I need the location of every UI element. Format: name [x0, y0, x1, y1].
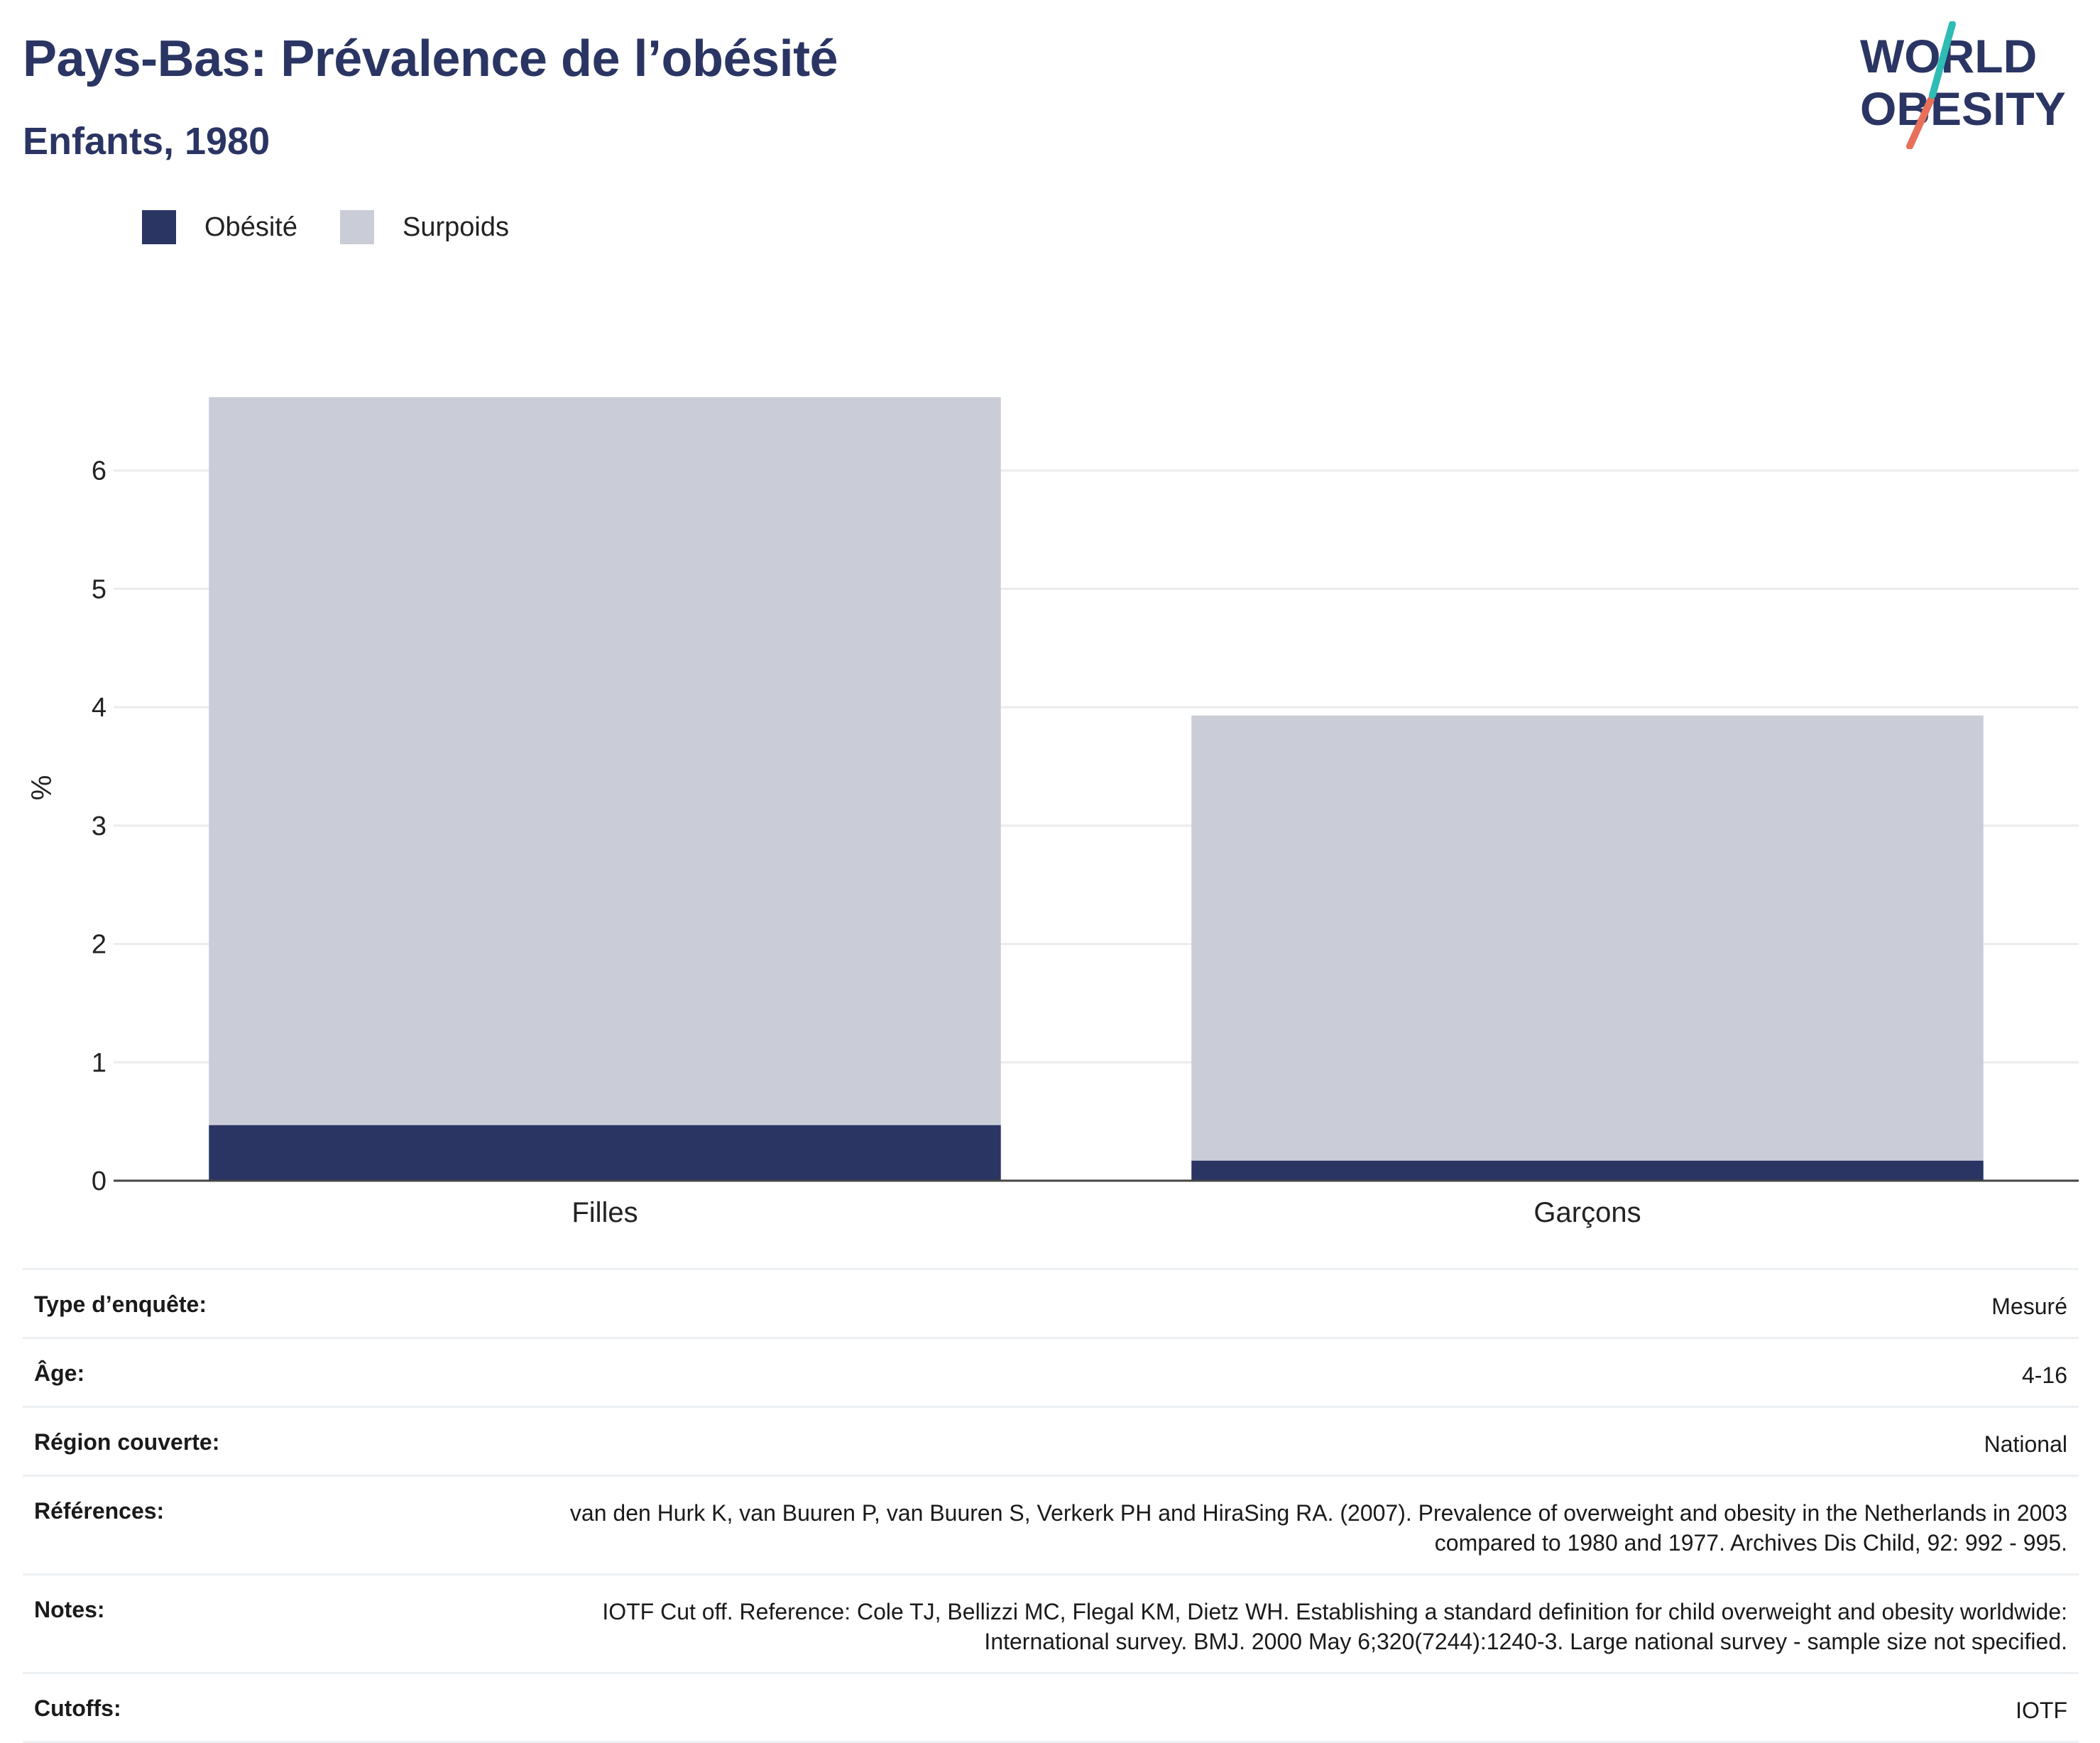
world-obesity-logo: WORLD OBESITY: [1860, 21, 2066, 149]
metadata-label: Région couverte:: [34, 1429, 220, 1455]
y-axis-label: %: [26, 775, 58, 801]
y-tick-label: 1: [92, 1048, 106, 1078]
legend-item-obesity[interactable]: Obésité: [142, 210, 297, 244]
metadata-label: Notes:: [34, 1597, 105, 1622]
bar-obesity: [209, 1125, 1001, 1181]
y-tick-label: 4: [92, 693, 106, 723]
metadata-value: IOTF: [2016, 1698, 2067, 1723]
legend-label-overweight: Surpoids: [402, 212, 509, 242]
x-tick-label: Garçons: [1533, 1197, 1641, 1228]
metadata-row-age: Âge: 4-16: [23, 1337, 2079, 1406]
metadata-row-cutoffs: Cutoffs: IOTF: [23, 1672, 2079, 1743]
metadata-value: van den Hurk K, van Buuren P, van Buuren…: [569, 1500, 2067, 1556]
bar-chart: 0 1 2 3 4 5 6% Filles Garçons: [26, 397, 2079, 1228]
metadata-value: IOTF Cut off. Reference: Cole TJ, Belliz…: [602, 1599, 2067, 1654]
svg-text:OBESITY: OBESITY: [1860, 82, 2066, 135]
metadata-row-survey-type: Type d’enquête: Mesuré: [23, 1268, 2079, 1337]
bar-overweight: [209, 397, 1001, 1125]
y-tick-label: 5: [92, 574, 106, 604]
legend-swatch-obesity: [142, 210, 176, 244]
metadata-label: Cutoffs:: [34, 1695, 121, 1721]
metadata-label: Âge:: [34, 1360, 85, 1386]
chart-title: Pays-Bas: Prévalence de l’obésité: [23, 31, 838, 87]
legend-label-obesity: Obésité: [204, 212, 297, 242]
chart-subtitle: Enfants, 1980: [23, 120, 270, 163]
metadata-row-references: Références: van den Hurk K, van Buuren P…: [23, 1475, 2079, 1573]
legend-swatch-overweight: [339, 210, 374, 244]
metadata-table: Type d’enquête: Mesuré Âge: 4-16 Région …: [23, 1268, 2079, 1743]
chart-legend: Obésité Surpoids: [142, 210, 552, 244]
bar-overweight: [1191, 715, 1984, 1161]
y-tick-label: 0: [92, 1166, 106, 1196]
bar-obesity: [1191, 1160, 1984, 1181]
x-tick-label: Filles: [572, 1197, 638, 1228]
metadata-value: 4-16: [2021, 1362, 2067, 1388]
metadata-row-notes: Notes: IOTF Cut off. Reference: Cole TJ,…: [23, 1573, 2079, 1672]
metadata-row-region: Région couverte: National: [23, 1406, 2079, 1475]
y-tick-label: 6: [92, 457, 106, 486]
metadata-value: Mesuré: [1991, 1294, 2067, 1319]
metadata-value: National: [1984, 1431, 2067, 1457]
metadata-label: Références:: [34, 1498, 165, 1524]
legend-item-overweight[interactable]: Surpoids: [339, 210, 509, 244]
metadata-label: Type d’enquête:: [34, 1291, 207, 1317]
y-tick-label: 3: [92, 812, 106, 841]
y-tick-label: 2: [92, 930, 106, 960]
